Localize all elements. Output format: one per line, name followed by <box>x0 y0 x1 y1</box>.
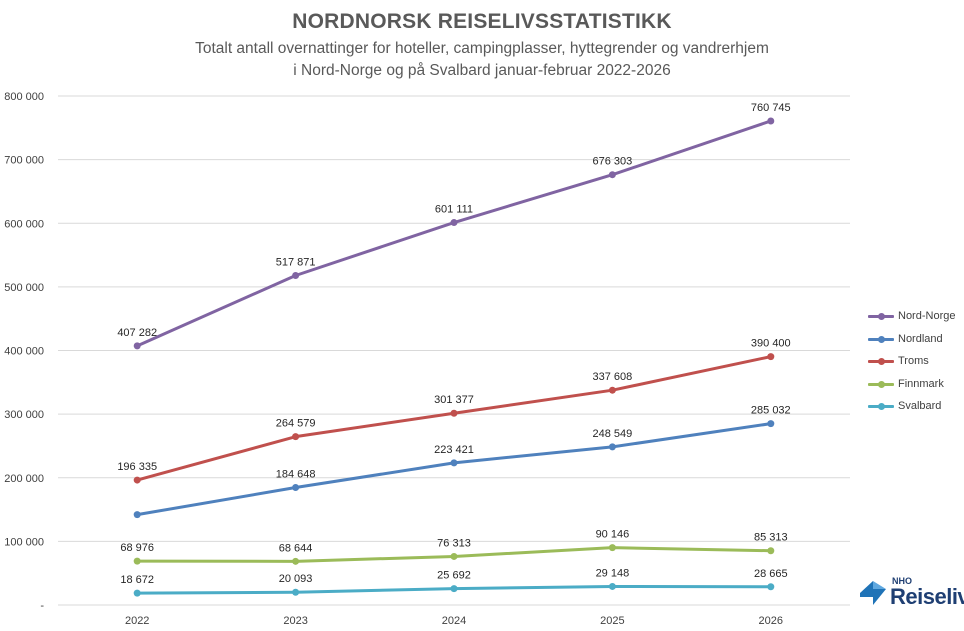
legend-label: Svalbard <box>898 400 942 413</box>
data-point <box>292 484 300 492</box>
legend-swatch <box>868 334 894 344</box>
data-point <box>608 582 616 590</box>
data-label: 68 976 <box>120 542 154 554</box>
legend-item: Troms <box>868 350 955 373</box>
data-point <box>450 459 458 467</box>
data-point <box>292 433 300 441</box>
data-label: 390 400 <box>751 338 791 350</box>
data-point <box>450 552 458 560</box>
data-label: 184 648 <box>276 469 316 481</box>
data-label: 28 665 <box>754 568 788 580</box>
y-tick-label: 600 000 <box>4 218 44 230</box>
data-label: 264 579 <box>276 418 316 430</box>
data-point <box>450 409 458 417</box>
data-point <box>767 117 775 125</box>
data-label: 337 608 <box>593 371 633 383</box>
data-label: 517 871 <box>276 257 316 269</box>
legend-item: Svalbard <box>868 395 955 418</box>
data-point <box>608 443 616 451</box>
data-point <box>450 219 458 227</box>
y-tick-label: 300 000 <box>4 409 44 421</box>
data-point <box>133 589 141 597</box>
data-point <box>292 272 300 280</box>
data-label: 29 148 <box>596 567 630 579</box>
data-point <box>608 544 616 552</box>
data-label: 85 313 <box>754 532 788 544</box>
chart-subtitle-line-2: i Nord-Norge og på Svalbard januar-febru… <box>293 62 671 79</box>
legend-swatch <box>868 379 894 389</box>
data-point <box>767 583 775 591</box>
data-point <box>767 420 775 428</box>
data-label: 407 282 <box>117 327 157 339</box>
data-point <box>608 386 616 394</box>
y-tick-label: 400 000 <box>4 346 44 358</box>
data-point <box>767 353 775 361</box>
data-label: 20 093 <box>279 573 313 585</box>
series-line-nordland <box>135 422 773 517</box>
x-tick-label: 2022 <box>125 615 149 627</box>
y-tick-label: 800 000 <box>4 91 44 103</box>
data-point <box>133 557 141 565</box>
legend-label: Nord-Norge <box>898 310 956 323</box>
x-tick-label: 2023 <box>283 615 307 627</box>
data-point <box>767 547 775 555</box>
legend-item: Nordland <box>868 328 955 351</box>
data-label: 248 549 <box>593 428 633 440</box>
data-label: 285 032 <box>751 405 791 417</box>
data-point <box>450 585 458 593</box>
y-tick-label: 100 000 <box>4 536 44 548</box>
y-tick-label: - <box>40 600 44 612</box>
reiseliv-logo-icon <box>860 580 886 605</box>
data-label: 76 313 <box>437 537 471 549</box>
legend-swatch <box>868 401 894 411</box>
data-label: 676 303 <box>593 156 633 168</box>
data-point <box>608 171 616 179</box>
data-point <box>133 342 141 350</box>
x-tick-label: 2024 <box>442 615 466 627</box>
data-label: 90 146 <box>596 529 630 541</box>
data-label: 301 377 <box>434 394 474 406</box>
chart-legend: Nord-Norge Nordland Troms Finnmark Svalbard <box>868 305 955 418</box>
data-label: 760 745 <box>751 102 791 114</box>
y-tick-label: 200 000 <box>4 473 44 485</box>
x-tick-label: 2026 <box>759 615 783 627</box>
x-tick-label: 2025 <box>600 615 624 627</box>
data-label: 223 421 <box>434 444 474 456</box>
data-point <box>133 476 141 484</box>
logo-big-text: Reiseliv <box>890 584 964 609</box>
nho-reiseliv-logo: NHO Reiseliv <box>858 577 964 608</box>
legend-label: Finnmark <box>898 377 944 390</box>
legend-label: Nordland <box>898 332 943 345</box>
legend-item: Finnmark <box>868 373 955 396</box>
data-label: 25 692 <box>437 570 471 582</box>
y-tick-label: 500 000 <box>4 282 44 294</box>
series-line-nord-norge <box>135 119 773 348</box>
data-point <box>133 511 141 519</box>
legend-item: Nord-Norge <box>868 305 955 328</box>
data-label: 18 672 <box>120 574 154 586</box>
data-label: 68 644 <box>279 542 313 554</box>
chart-title: NORDNORSK REISELIVSSTATISTIKK <box>292 10 672 33</box>
data-point <box>292 557 300 565</box>
y-tick-label: 700 000 <box>4 155 44 167</box>
data-point <box>292 588 300 596</box>
data-label: 601 111 <box>435 204 473 216</box>
legend-label: Troms <box>898 355 929 368</box>
legend-swatch <box>868 311 894 321</box>
legend-swatch <box>868 356 894 366</box>
logo-small-text: NHO <box>892 576 912 586</box>
chart-subtitle-line-1: Totalt antall overnattinger for hoteller… <box>195 40 769 57</box>
data-label: 196 335 <box>117 461 157 473</box>
